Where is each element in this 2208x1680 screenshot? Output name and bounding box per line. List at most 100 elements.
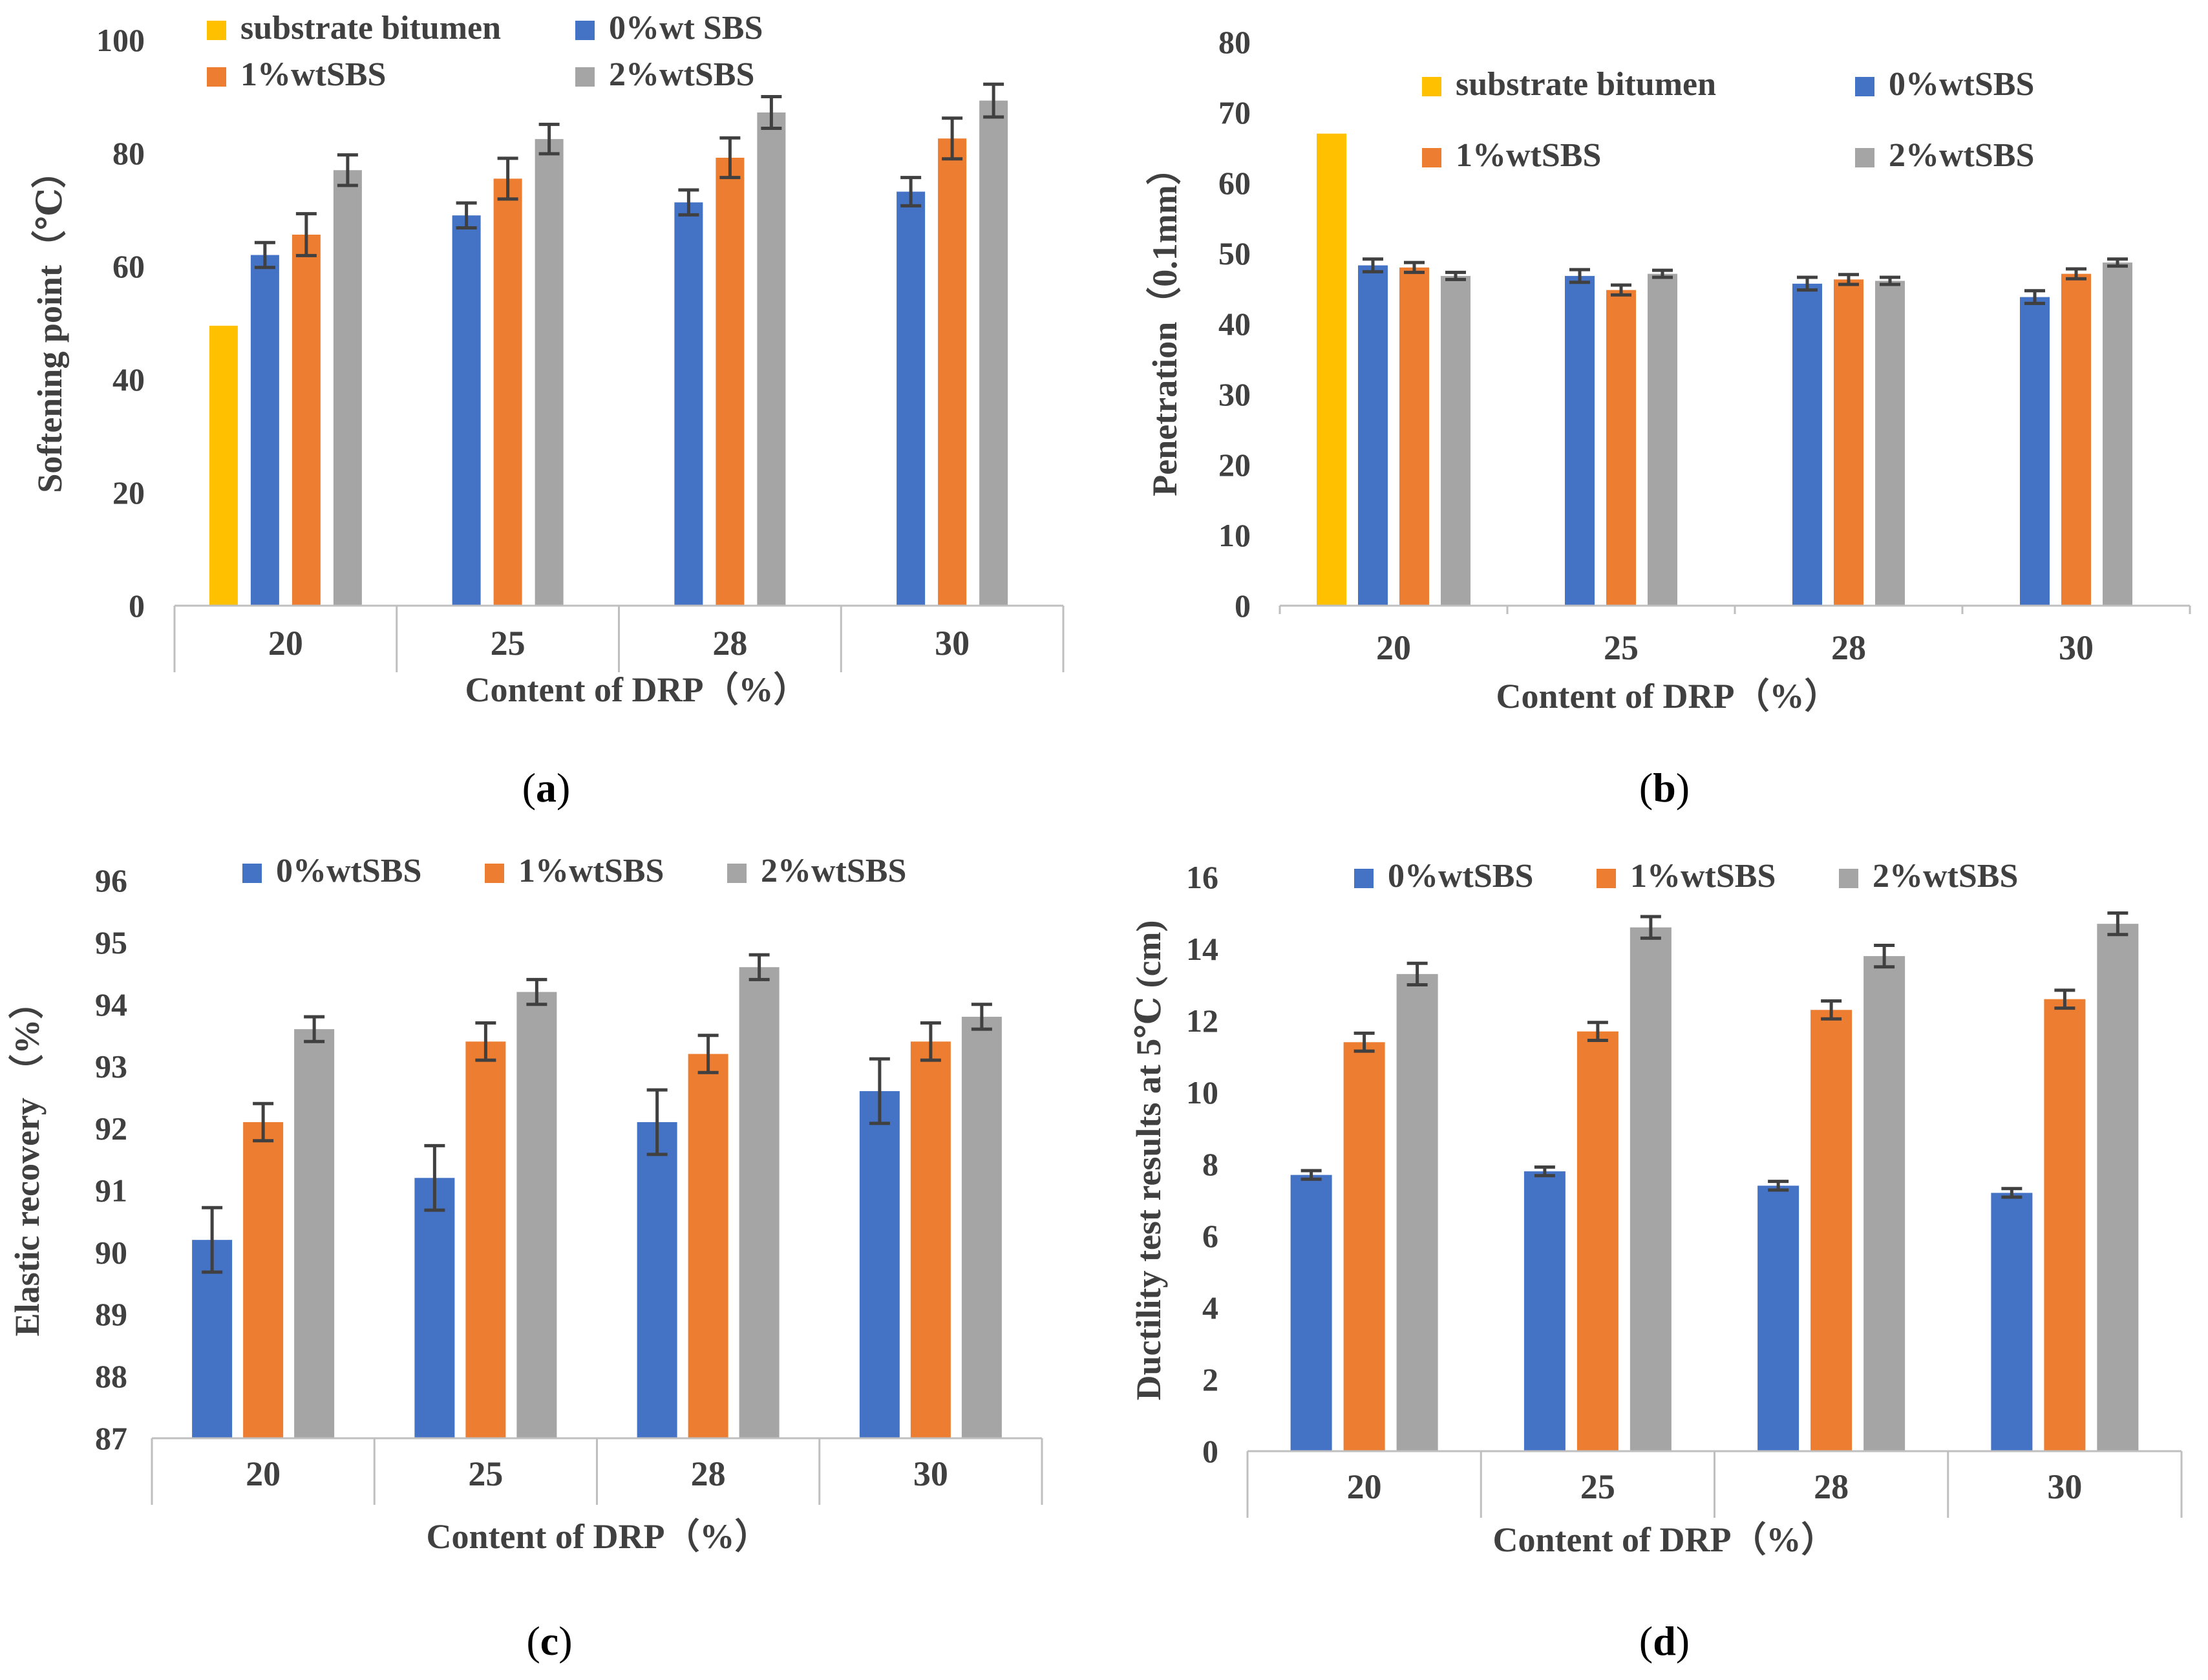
bar-sbs0-25 xyxy=(1523,1171,1566,1451)
x-axis-title: Content of DRP（%） xyxy=(427,1517,770,1556)
bar-sbs0-30 xyxy=(2020,297,2050,606)
legend-swatch-substrate xyxy=(1422,77,1441,96)
bar-sbs0-20 xyxy=(250,255,279,606)
bar-substrate-20 xyxy=(1317,133,1346,606)
y-tick-label: 14 xyxy=(1186,931,1218,967)
y-tick-label: 91 xyxy=(95,1172,127,1208)
bar-sbs1-25 xyxy=(493,178,522,606)
bar-sbs1-20 xyxy=(243,1122,284,1438)
category-label: 20 xyxy=(1347,1467,1382,1506)
y-axis-title: Softening point（℃） xyxy=(30,153,69,493)
y-tick-label: 70 xyxy=(1218,94,1251,131)
bar-sbs2-28 xyxy=(757,112,786,606)
y-tick-label: 12 xyxy=(1186,1003,1218,1039)
chart-panel-c: 87 88 89 90 91 92 93 94 95 96 20 25 28 30 Content of D… xyxy=(8,853,1043,1664)
y-tick-label: 30 xyxy=(1218,376,1251,412)
x-axis-title: Content of DRP（%） xyxy=(465,670,809,709)
category-label: 25 xyxy=(468,1454,503,1493)
panel-label: (d) xyxy=(1639,1618,1690,1664)
legend-swatch-sbs0 xyxy=(1354,869,1374,888)
bar-sbs1-20 xyxy=(1343,1042,1385,1451)
bar-sbs0-20 xyxy=(1290,1175,1332,1451)
panel-label-close: ) xyxy=(1676,765,1690,811)
panel-label: (c) xyxy=(526,1618,572,1664)
y-tick-label: 20 xyxy=(112,474,145,511)
y-tick-label: 60 xyxy=(1218,165,1251,201)
category-label: 28 xyxy=(1831,628,1866,667)
legend-label-substrate: substrate bitumen xyxy=(240,10,501,47)
panel-label-letter: d xyxy=(1653,1618,1676,1664)
bar-sbs2-20 xyxy=(1441,275,1470,606)
category-label: 28 xyxy=(691,1454,726,1493)
y-tick-label: 95 xyxy=(95,924,127,961)
y-tick-label: 60 xyxy=(112,248,145,284)
bar-sbs2-30 xyxy=(2103,262,2132,606)
bar-sbs1-30 xyxy=(2061,273,2091,606)
category-label: 28 xyxy=(1814,1467,1849,1506)
legend-swatch-sbs2 xyxy=(727,864,747,883)
bar-sbs2-30 xyxy=(961,1016,1002,1438)
panel-label-close: ) xyxy=(1676,1618,1690,1664)
y-tick-label: 90 xyxy=(95,1234,127,1270)
legend-swatch-sbs0 xyxy=(242,864,262,883)
panel-label-open: ( xyxy=(1639,765,1653,811)
bar-sbs2-20 xyxy=(333,170,362,606)
bar-sbs0-30 xyxy=(897,191,926,606)
legend-swatch-sbs2 xyxy=(575,67,595,87)
panel-label-open: ( xyxy=(522,765,536,811)
legend-swatch-sbs2 xyxy=(1855,148,1874,167)
bar-sbs2-25 xyxy=(1629,927,1672,1451)
bar-sbs1-25 xyxy=(1606,290,1636,606)
bar-sbs2-28 xyxy=(739,967,780,1438)
legend-label-sbs1: 1%wtSBS xyxy=(240,56,386,93)
legend-label-sbs0: 0%wt SBS xyxy=(609,10,763,47)
bar-sbs0-20 xyxy=(1358,265,1388,606)
bar-sbs2-28 xyxy=(1863,956,1905,1451)
bar-sbs0-28 xyxy=(637,1122,677,1438)
bar-sbs0-30 xyxy=(859,1091,900,1438)
y-tick-label: 0 xyxy=(1235,588,1251,624)
bar-sbs2-25 xyxy=(1648,273,1677,606)
legend-label-sbs1: 1%wtSBS xyxy=(1630,858,1776,895)
legend-label-sbs1: 1%wtSBS xyxy=(1456,137,1601,174)
bar-sbs2-25 xyxy=(516,992,557,1438)
bar-substrate-20 xyxy=(209,325,238,606)
legend-swatch-sbs1 xyxy=(485,864,504,883)
category-label: 25 xyxy=(1580,1467,1615,1506)
category-label: 25 xyxy=(491,624,525,663)
category-label: 30 xyxy=(935,624,970,663)
chart-panel-b: 0 10 20 30 40 50 60 70 80 20 25 28 30 Content of DRP（… xyxy=(1145,24,2191,811)
panel-label-letter: c xyxy=(540,1618,558,1664)
legend-swatch-sbs2 xyxy=(1839,869,1858,888)
y-tick-label: 89 xyxy=(95,1296,127,1332)
bar-sbs0-28 xyxy=(674,202,703,606)
y-tick-label: 80 xyxy=(112,135,145,171)
legend-label-sbs2: 2%wtSBS xyxy=(1889,137,2034,174)
legend-label-sbs1: 1%wtSBS xyxy=(518,853,664,889)
legend-label-substrate: substrate bitumen xyxy=(1456,66,1716,103)
panel-label: (a) xyxy=(522,765,571,811)
category-label: 28 xyxy=(712,624,747,663)
legend-swatch-sbs1 xyxy=(1597,869,1616,888)
y-tick-label: 40 xyxy=(1218,306,1251,342)
chart-panel-d: 0 2 4 6 8 10 12 14 16 20 25 28 30 Content of DRP（%） Du… xyxy=(1129,858,2183,1664)
bar-sbs1-30 xyxy=(910,1041,951,1438)
bar-sbs0-25 xyxy=(1565,275,1595,606)
y-tick-label: 88 xyxy=(95,1358,127,1394)
y-axis-title: Ductility test results at 5℃ (cm) xyxy=(1129,920,1168,1400)
y-tick-label: 100 xyxy=(96,22,145,58)
bar-sbs1-25 xyxy=(465,1041,506,1438)
bar-sbs2-25 xyxy=(535,139,564,606)
legend-label-sbs0: 0%wtSBS xyxy=(1889,66,2034,103)
y-tick-label: 10 xyxy=(1186,1074,1218,1111)
bar-sbs1-30 xyxy=(2044,999,2086,1451)
legend-label-sbs0: 0%wtSBS xyxy=(1388,858,1533,895)
bar-sbs1-28 xyxy=(1834,279,1863,606)
bar-sbs0-25 xyxy=(452,215,481,606)
bar-sbs2-30 xyxy=(2097,924,2139,1451)
y-tick-label: 94 xyxy=(95,986,127,1023)
y-tick-label: 16 xyxy=(1186,859,1218,895)
bar-sbs1-28 xyxy=(716,158,745,606)
y-tick-label: 92 xyxy=(95,1111,127,1147)
